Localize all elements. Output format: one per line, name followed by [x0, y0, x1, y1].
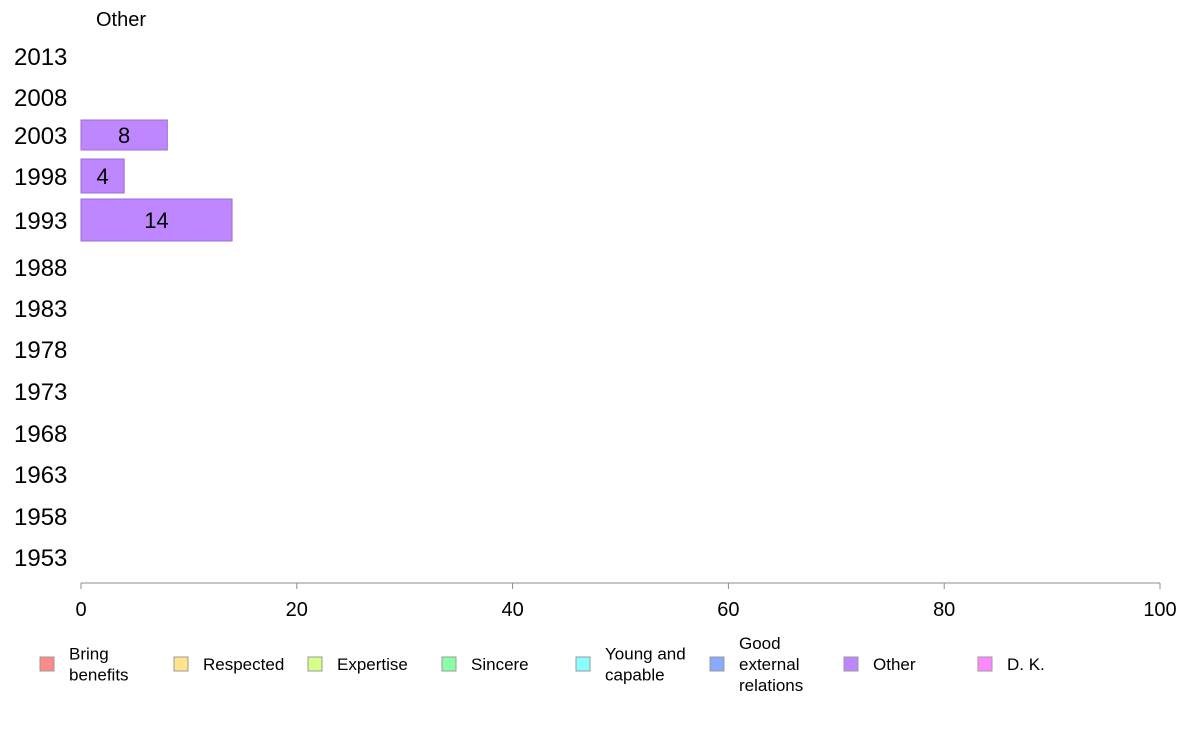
legend-item: Expertise [307, 655, 408, 674]
x-tick-label: 40 [501, 599, 523, 621]
legend-item: Bring benefits [39, 645, 129, 685]
year-label: 1988 [14, 255, 67, 282]
bar-value-label: 8 [118, 123, 130, 148]
legend-swatch [173, 656, 189, 672]
legend-item: Other [843, 655, 916, 674]
legend-label: Other [873, 655, 916, 674]
year-label: 1993 [14, 208, 67, 235]
year-label: 2003 [14, 123, 67, 150]
legend-label: Sincere [471, 655, 529, 674]
x-tick-label: 0 [75, 599, 86, 621]
year-label: 1953 [14, 545, 67, 572]
legend-label: Expertise [337, 655, 408, 674]
legend-item: Good external relations [709, 634, 803, 695]
x-tick-label: 100 [1143, 599, 1176, 621]
year-label: 2013 [14, 44, 67, 71]
x-tick-label: 80 [933, 599, 955, 621]
year-labels: 2013 2008 2003 1998 1993 1988 1983 1978 1973 1968… [14, 44, 67, 572]
legend-swatch [843, 656, 859, 672]
legend-label: Young and capable [605, 645, 686, 685]
legend-swatch [307, 656, 323, 672]
bar-value-label: 14 [144, 208, 168, 233]
bar [80, 158, 125, 194]
bar [80, 198, 233, 242]
legend-swatch [441, 656, 457, 672]
x-tick-label: 20 [286, 599, 308, 621]
legend-swatch [977, 656, 993, 672]
legend-swatch [575, 656, 591, 672]
legend-item: D. K. [977, 655, 1045, 674]
bars: 84 14 [80, 119, 233, 242]
year-label: 1983 [14, 296, 67, 323]
year-label: 2008 [14, 85, 67, 112]
year-label: 1978 [14, 337, 67, 364]
legend: Bring benefits Respected Expertise Sincere Yo… [39, 634, 1045, 695]
year-label: 1963 [14, 462, 67, 489]
year-label: 1998 [14, 164, 67, 191]
year-label: 1973 [14, 379, 67, 406]
legend-label: Bring benefits [69, 645, 129, 685]
legend-label: Good external relations [739, 634, 803, 695]
legend-swatch [39, 656, 55, 672]
chart-title: Other [96, 9, 146, 31]
year-label: 1968 [14, 421, 67, 448]
legend-item: Respected [173, 655, 284, 674]
legend-item: Young and capable [575, 645, 686, 685]
x-axis: 0 20 40 60 80 100 [75, 582, 1177, 621]
legend-label: D. K. [1007, 655, 1045, 674]
legend-item: Sincere [441, 655, 529, 674]
legend-swatch [709, 656, 725, 672]
legend-label: Respected [203, 655, 284, 674]
bar-value-label: 4 [96, 164, 108, 189]
bar [80, 119, 168, 151]
year-label: 1958 [14, 504, 67, 531]
x-tick-label: 60 [717, 599, 739, 621]
